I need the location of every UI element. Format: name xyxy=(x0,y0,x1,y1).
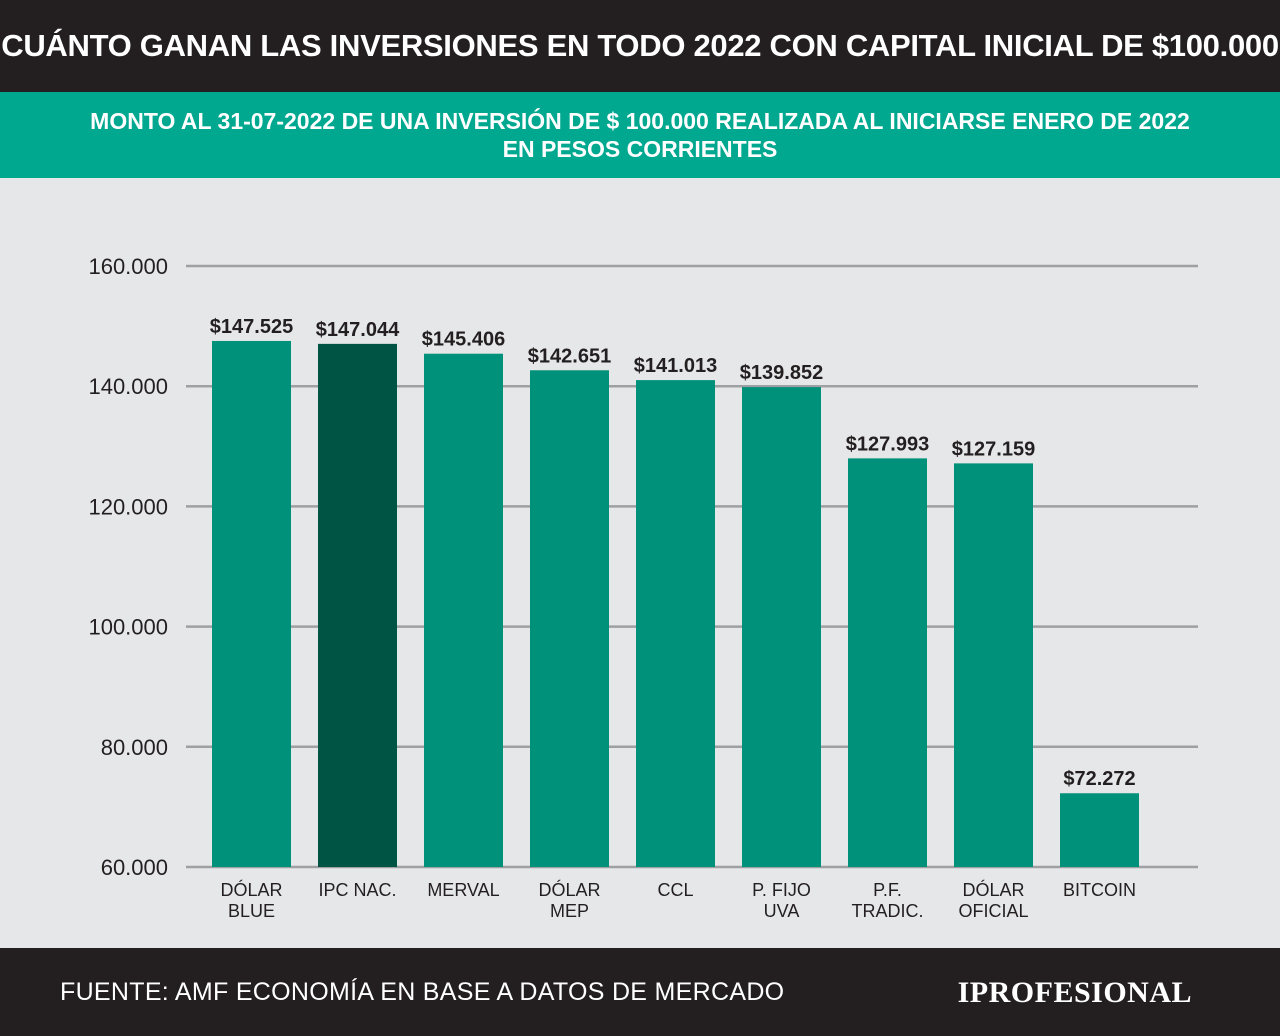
chart-subtitle-bar: MONTO AL 31-07-2022 DE UNA INVERSIÓN DE … xyxy=(0,92,1280,178)
x-tick-label: DÓLAR OFICIAL xyxy=(958,879,1028,921)
x-tick-label: IPC NAC. xyxy=(318,880,396,900)
x-tick-label: MERVAL xyxy=(427,880,499,900)
bar-chart: 60.000 80.000 100.000 120.000 140.000 160.000… xyxy=(88,254,1198,921)
bar xyxy=(424,353,503,867)
bar xyxy=(742,387,821,867)
chart-title-bar: CUÁNTO GANAN LAS INVERSIONES EN TODO 202… xyxy=(0,0,1280,92)
bar xyxy=(954,463,1033,867)
x-tick-label: P. FIJO UVA xyxy=(752,880,811,921)
chart-area: 60.000 80.000 100.000 120.000 140.000 160.000… xyxy=(0,178,1280,948)
brand-logo: IPROFESIONAL xyxy=(957,976,1192,1009)
data-label: $147.044 xyxy=(316,319,400,341)
x-tick-label: CCL xyxy=(657,880,693,900)
y-tick-label: 160.000 xyxy=(88,254,168,279)
data-label: $139.852 xyxy=(740,362,823,384)
y-tick-label: 140.000 xyxy=(88,374,168,399)
y-tick-label: 80.000 xyxy=(101,735,168,760)
data-label: $127.159 xyxy=(952,438,1035,460)
bar xyxy=(318,343,397,867)
data-label: $141.013 xyxy=(634,355,717,377)
bar xyxy=(848,458,927,867)
y-tick-label: 100.000 xyxy=(88,615,168,640)
data-label: $147.525 xyxy=(210,316,293,338)
chart-subtitle-line-1: MONTO AL 31-07-2022 DE UNA INVERSIÓN DE … xyxy=(90,108,1190,134)
data-label: $127.993 xyxy=(846,433,929,455)
data-label: $145.406 xyxy=(422,329,505,351)
x-tick-label: P.F. TRADIC. xyxy=(852,880,924,921)
footer-bar: FUENTE: AMF ECONOMÍA EN BASE A DATOS DE … xyxy=(0,948,1280,1036)
bar xyxy=(1060,793,1139,867)
data-label: $142.651 xyxy=(528,345,611,367)
chart-subtitle-line-2: EN PESOS CORRIENTES xyxy=(502,136,778,162)
x-tick-label: DÓLAR MEP xyxy=(538,879,600,921)
chart-title: CUÁNTO GANAN LAS INVERSIONES EN TODO 202… xyxy=(1,28,1279,63)
bar xyxy=(636,380,715,867)
data-label: $72.272 xyxy=(1063,768,1135,790)
bar xyxy=(212,340,291,867)
y-tick-label: 120.000 xyxy=(88,494,168,519)
y-tick-label: 60.000 xyxy=(101,855,168,880)
source-note: FUENTE: AMF ECONOMÍA EN BASE A DATOS DE … xyxy=(60,978,785,1006)
x-tick-label: BITCOIN xyxy=(1063,880,1136,900)
bar xyxy=(530,370,609,867)
x-tick-label: DÓLAR BLUE xyxy=(220,879,282,921)
